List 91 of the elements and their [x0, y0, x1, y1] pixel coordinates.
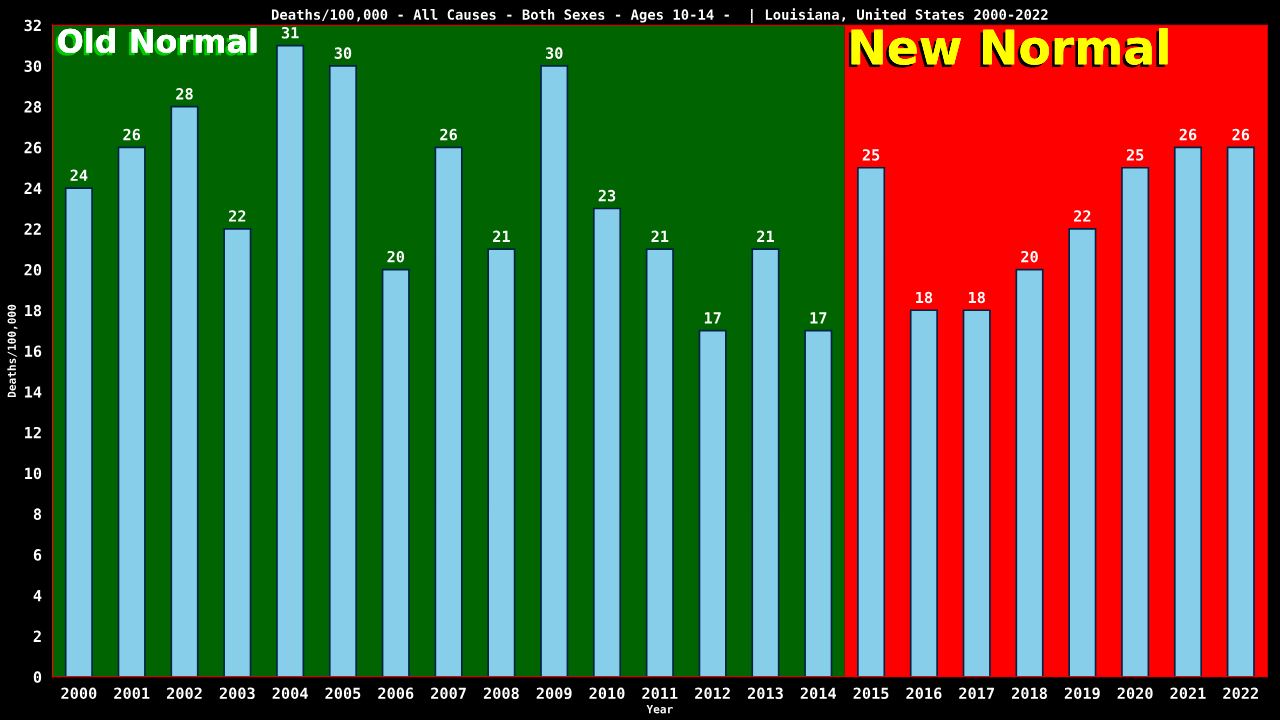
y-axis-title: Deaths/100,000: [7, 304, 18, 398]
x-tick-label: 2014: [800, 687, 836, 700]
bar: [804, 329, 833, 677]
bar: [328, 65, 357, 677]
bar: [698, 329, 727, 677]
y-tick-label: 30: [24, 60, 42, 72]
x-tick-label: 2022: [1223, 687, 1258, 700]
y-tick-label: 24: [24, 182, 42, 194]
x-tick-label: 2021: [1170, 687, 1206, 700]
y-tick-label: 16: [25, 345, 42, 358]
x-tick-label: 2017: [959, 687, 994, 700]
bar: [223, 227, 252, 677]
data-label: 20: [387, 250, 405, 263]
y-tick-label: 22: [24, 223, 41, 235]
x-tick-label: 2012: [695, 687, 730, 700]
data-label: 31: [281, 26, 299, 39]
x-tick-label: 2019: [1064, 687, 1100, 700]
bar: [962, 309, 991, 677]
data-label: 30: [334, 47, 352, 59]
y-tick-label: 6: [33, 549, 42, 561]
y-tick-label: 4: [33, 590, 42, 602]
bar: [1068, 227, 1097, 677]
y-tick-label: 26: [24, 141, 42, 154]
data-label: 26: [123, 128, 141, 141]
y-tick-label: 8: [33, 508, 42, 520]
y-tick-label: 0: [33, 671, 42, 683]
bar: [857, 166, 886, 677]
data-label: 21: [651, 230, 669, 242]
bar: [276, 44, 305, 677]
x-tick-label: 2018: [1012, 687, 1047, 700]
y-tick-label: 18: [25, 304, 42, 317]
data-label: 17: [704, 312, 721, 324]
x-tick-label: 2004: [272, 687, 308, 700]
x-tick-label: 2020: [1117, 687, 1153, 700]
bar: [540, 65, 569, 677]
x-tick-label: 2005: [325, 687, 361, 700]
y-tick-label: 12: [25, 426, 41, 439]
x-tick-label: 2006: [378, 687, 414, 700]
x-axis-title: Year: [646, 705, 673, 714]
x-tick-label: 2008: [483, 687, 519, 700]
bar: [1015, 268, 1044, 677]
y-tick-label: 28: [24, 101, 42, 113]
bar: [487, 248, 516, 677]
x-tick-label: 2009: [536, 687, 572, 700]
y-tick-label: 32: [24, 19, 41, 32]
data-label: 17: [810, 312, 827, 324]
data-label: 23: [598, 189, 616, 202]
data-label: 18: [916, 291, 933, 304]
x-tick-label: 2000: [61, 687, 97, 700]
bar: [1173, 146, 1203, 677]
bar: [434, 146, 463, 677]
data-label: 25: [1126, 149, 1144, 161]
x-tick-label: 2002: [166, 687, 202, 700]
bar: [645, 248, 674, 677]
y-tick-label: 14: [25, 386, 42, 398]
bar: [751, 248, 780, 677]
data-label: 22: [228, 210, 246, 222]
x-tick-label: 2001: [114, 687, 150, 700]
data-label: 24: [70, 169, 88, 181]
bar: [909, 309, 938, 677]
band-label: Old Normal: [55, 28, 257, 56]
chart-title: Deaths/100,000 - All Causes - Both Sexes - Ages 10-14 - | Louisiana, United States 2000-2022: [271, 8, 1048, 23]
y-tick-label: 20: [24, 264, 42, 276]
band-label: New Normal: [848, 28, 1168, 68]
x-tick-label: 2013: [747, 687, 783, 700]
bar: [170, 105, 199, 677]
y-tick-label: 10: [25, 467, 42, 480]
x-tick-label: 2007: [431, 687, 466, 700]
data-label: 26: [440, 128, 457, 141]
x-tick-label: 2015: [853, 687, 889, 700]
bar: [381, 268, 410, 677]
data-label: 26: [1232, 128, 1250, 141]
bar: [1226, 146, 1255, 677]
data-label: 25: [862, 149, 880, 161]
data-label: 20: [1021, 250, 1038, 263]
data-label: 26: [1179, 128, 1197, 141]
x-tick-label: 2016: [906, 687, 942, 700]
x-tick-label: 2010: [589, 687, 625, 700]
x-tick-label: 2003: [219, 687, 255, 700]
bar: [1121, 166, 1150, 677]
y-tick-label: 2: [33, 630, 41, 642]
data-label: 18: [968, 291, 985, 304]
bar: [592, 207, 622, 677]
data-label: 22: [1074, 210, 1091, 222]
data-label: 21: [493, 230, 510, 242]
x-tick-label: 2011: [642, 687, 678, 700]
data-label: 28: [176, 88, 193, 100]
bar: [64, 187, 93, 677]
bar: [117, 146, 146, 677]
data-label: 21: [757, 230, 774, 242]
data-label: 30: [545, 47, 563, 59]
